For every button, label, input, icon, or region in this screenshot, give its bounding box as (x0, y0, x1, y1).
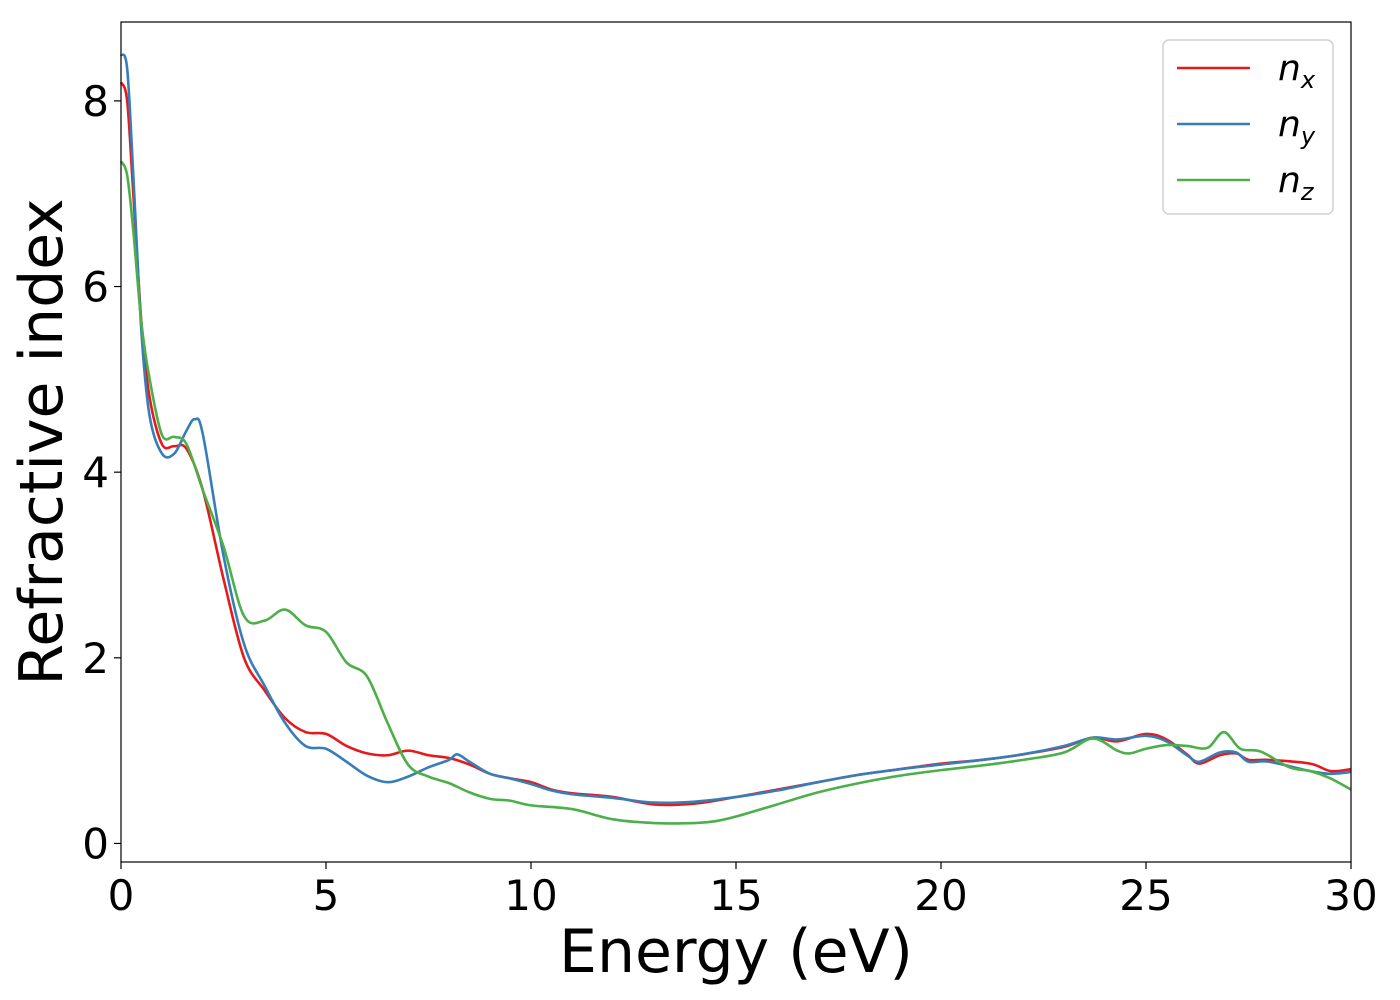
x-tick-label: 25 (1119, 871, 1172, 920)
series-layer (119, 53, 1352, 825)
legend-label-base: n (1278, 160, 1301, 201)
legend-label-subscript: x (1300, 66, 1316, 94)
y-tick-label: 8 (82, 77, 109, 126)
legend-label-z: nz (1278, 160, 1315, 206)
x-tick-label: 30 (1324, 871, 1377, 920)
legend-label-base: n (1278, 104, 1301, 145)
x-tick-label: 10 (504, 871, 557, 920)
y-tick-label: 2 (82, 634, 109, 683)
legend-box (1162, 39, 1334, 215)
x-axis-ticks: 0 5 10 15 20 25 30 (108, 862, 1378, 920)
legend-label-subscript: y (1300, 122, 1316, 150)
x-tick-label: 5 (313, 871, 340, 920)
y-tick-label: 4 (82, 448, 109, 497)
x-tick-label: 0 (108, 871, 135, 920)
legend-label-y: ny (1278, 104, 1316, 150)
series-line-y (119, 53, 1352, 805)
x-tick-label: 15 (709, 871, 762, 920)
y-axis-label: Refractive index (7, 198, 77, 685)
y-axis-ticks: 0 2 4 6 8 (82, 77, 121, 868)
legend-label-base: n (1278, 48, 1301, 89)
legend-label-subscript: z (1300, 178, 1315, 206)
y-tick-label: 0 (82, 819, 109, 868)
series-line-z (119, 160, 1352, 825)
legend-label-x: nx (1278, 48, 1316, 94)
x-tick-label: 20 (914, 871, 967, 920)
y-tick-label: 6 (82, 263, 109, 312)
x-axis-label: Energy (eV) (559, 917, 913, 987)
